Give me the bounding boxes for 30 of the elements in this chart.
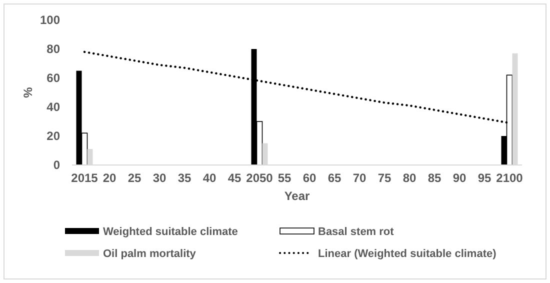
legend-label: Basal stem rot [318,226,394,238]
legend-label: Linear (Weighted suitable climate) [318,248,497,260]
y-tick-label: 0 [53,158,60,172]
legend-label: Weighted suitable climate [103,226,238,238]
y-tick-label: 60 [46,71,60,86]
x-tick-label: 40 [202,171,216,185]
x-tick-label: 80 [402,171,416,185]
x-tick-label: 75 [378,171,392,185]
x-tick-label: 30 [152,171,166,185]
x-tick-label: 95 [478,171,492,185]
y-tick-label: 100 [40,13,60,28]
x-tick-label: 90 [452,171,466,185]
y-axis-title: % [21,86,35,98]
y-tick-label: 20 [46,129,60,144]
y-tick-label: 40 [46,100,60,114]
x-tick-label: 20 [102,171,116,185]
x-tick-label: 60 [302,171,316,185]
x-tick-label: 85 [428,171,442,185]
x-tick-label: 25 [128,171,142,185]
legend-label: Oil palm mortality [103,248,197,260]
x-tick-label: 65 [328,171,342,185]
x-tick-label: 2050 [246,171,274,185]
x-tick-label: 55 [278,171,292,185]
x-tick-label: 45 [228,171,242,185]
x-tick-label: 2015 [71,171,98,185]
x-tick-label: 35 [178,171,192,185]
y-tick-label: 80 [46,42,60,56]
x-tick-label: 2100 [496,171,524,185]
x-axis-title: Year [284,189,310,203]
x-tick-label: 70 [352,171,366,185]
